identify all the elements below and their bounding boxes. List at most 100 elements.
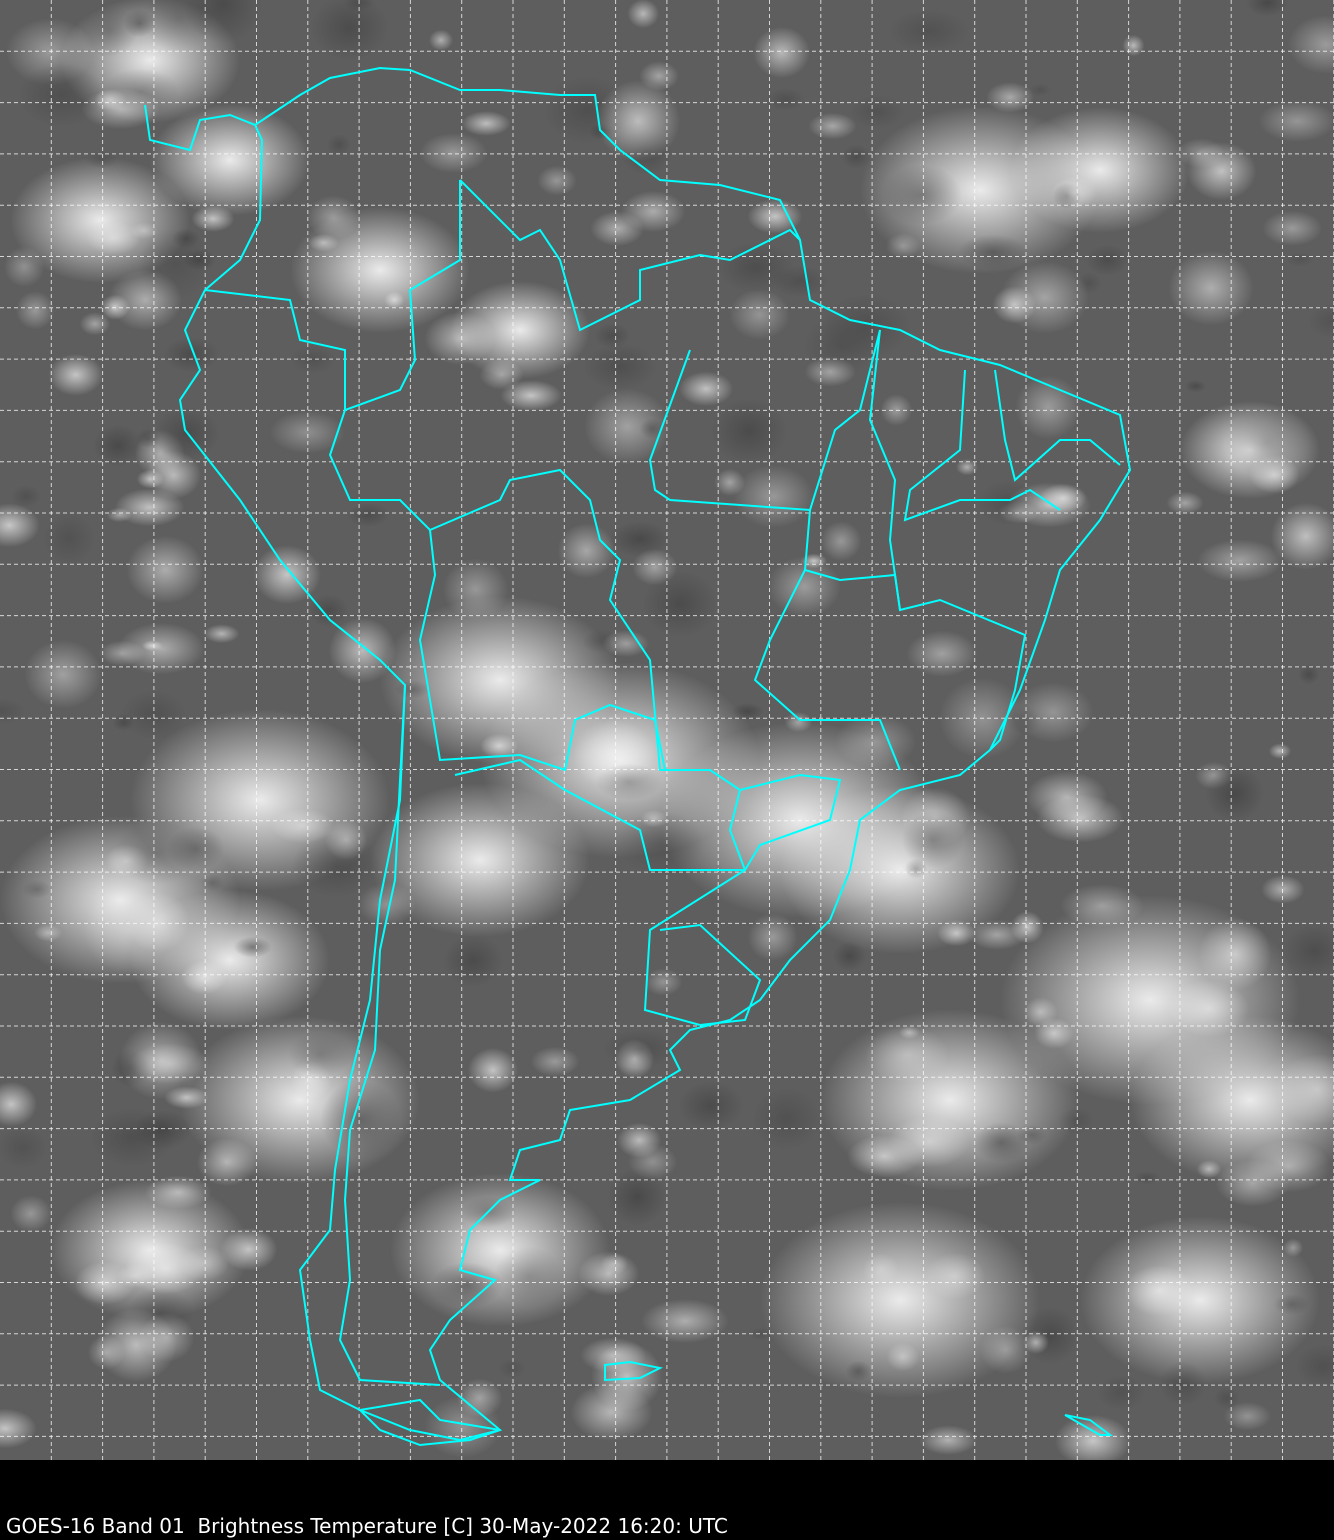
- cloud: [832, 941, 867, 972]
- cloud: [142, 0, 215, 53]
- cloud: [125, 1242, 206, 1295]
- cloud: [749, 1326, 772, 1341]
- cloud: [390, 1173, 610, 1327]
- cloud: [384, 291, 405, 309]
- cloud: [135, 428, 161, 449]
- cloud: [1205, 765, 1264, 823]
- cloud: [1012, 682, 1094, 743]
- cloud: [1023, 997, 1058, 1027]
- cloud: [834, 714, 917, 768]
- cloud: [887, 9, 970, 53]
- cloud: [370, 783, 590, 937]
- cloud: [864, 1026, 949, 1084]
- cloud: [1168, 250, 1254, 326]
- satellite-image: [0, 0, 1334, 1460]
- cloud: [1223, 1401, 1272, 1431]
- cloud: [113, 821, 201, 885]
- cloud: [343, 0, 375, 12]
- cloud: [163, 337, 220, 373]
- cloud: [310, 0, 389, 61]
- cloud: [602, 1029, 678, 1069]
- cloud: [461, 110, 511, 136]
- cloud: [0, 1408, 37, 1449]
- cloud: [1307, 303, 1334, 339]
- cloud: [443, 934, 504, 988]
- border-peru: [204, 289, 346, 410]
- cloud: [808, 112, 857, 140]
- cloud: [126, 535, 205, 604]
- cloud: [324, 819, 368, 861]
- cloud: [357, 882, 416, 926]
- cloud: [201, 874, 224, 892]
- cloud: [885, 233, 921, 260]
- border-brazil-north: [459, 179, 801, 332]
- cloud: [1080, 1216, 1320, 1384]
- cloud: [141, 640, 163, 652]
- cloud: [326, 134, 351, 156]
- cloud: [767, 556, 841, 617]
- cloud: [1215, 1159, 1290, 1207]
- cloud: [307, 594, 349, 628]
- cloud: [85, 151, 119, 169]
- cloud: [820, 521, 862, 562]
- cloud: [139, 1313, 195, 1362]
- cloud: [320, 1079, 401, 1159]
- cloud: [442, 558, 509, 621]
- cloud: [171, 228, 200, 249]
- cloud: [1268, 743, 1292, 759]
- cloud: [1054, 1414, 1132, 1460]
- cloud: [1285, 252, 1315, 267]
- cloud: [1124, 1265, 1195, 1317]
- cloud: [1298, 664, 1320, 685]
- cloud: [973, 1122, 1029, 1163]
- cloud: [86, 221, 141, 256]
- cloud: [34, 924, 63, 942]
- cloud: [493, 1246, 565, 1307]
- cloud: [306, 195, 360, 240]
- falkland-islands: [604, 1360, 664, 1382]
- cloud: [419, 132, 488, 174]
- cloud: [849, 94, 905, 129]
- cloud: [132, 1110, 192, 1150]
- cloud: [1010, 911, 1044, 944]
- cloud: [747, 198, 803, 234]
- tierra-del-fuego: [357, 1398, 501, 1447]
- cloud: [480, 733, 519, 759]
- cloud: [24, 639, 102, 709]
- cloud: [196, 1138, 257, 1187]
- cloud: [289, 345, 336, 375]
- central-america-coast: [144, 104, 256, 152]
- cloud: [751, 1087, 822, 1151]
- cloud: [271, 808, 334, 844]
- border-brazil-states-6: [739, 773, 842, 871]
- cloud: [22, 879, 53, 899]
- cloud: [1282, 923, 1334, 979]
- cloud: [641, 1298, 729, 1344]
- cloud: [760, 1202, 1040, 1398]
- cloud: [347, 502, 390, 528]
- cloud: [1000, 261, 1089, 334]
- cloud: [924, 1252, 985, 1300]
- cloud: [596, 80, 681, 162]
- cloud: [126, 892, 190, 953]
- cloud: [582, 343, 658, 391]
- cloud: [595, 763, 663, 801]
- cloud: [1051, 176, 1097, 209]
- cloud: [710, 397, 788, 465]
- cloud: [11, 484, 42, 508]
- cloud: [845, 1360, 872, 1382]
- cloud: [731, 702, 764, 720]
- cloud: [600, 1253, 628, 1275]
- cloud: [181, 960, 227, 995]
- cloud: [0, 1081, 38, 1127]
- border-brazil-west: [328, 180, 747, 1026]
- cloud: [1275, 1053, 1334, 1126]
- cloud: [530, 1046, 580, 1077]
- cloud: [580, 1337, 647, 1373]
- cloud: [583, 388, 671, 465]
- cloud: [1085, 244, 1130, 277]
- cloud: [220, 1227, 278, 1271]
- border-brazil-states-4: [903, 369, 1061, 522]
- cloud: [607, 1167, 668, 1227]
